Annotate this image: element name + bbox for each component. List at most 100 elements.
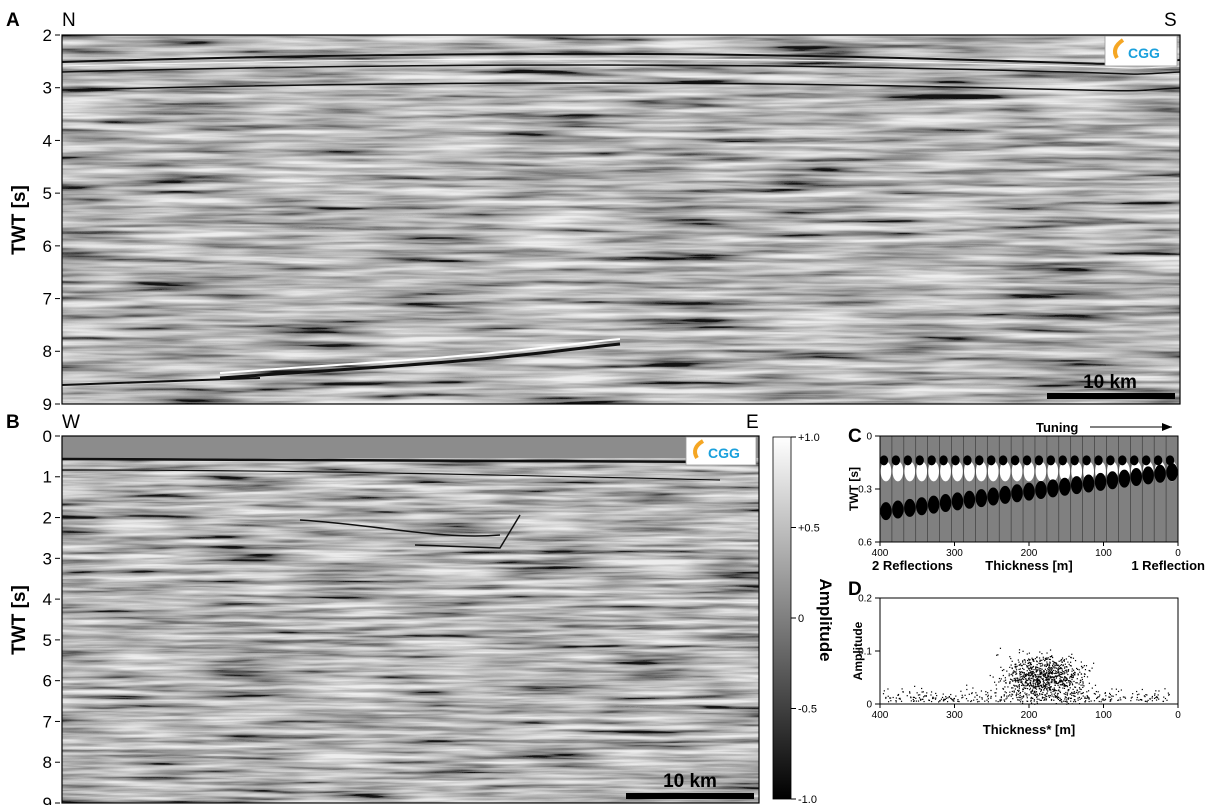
panel-d-point (1037, 683, 1039, 686)
panel-d-point (971, 692, 973, 694)
panel-d-point (1130, 697, 1132, 699)
panel-d-point (912, 698, 914, 701)
panel-d-point (1027, 674, 1029, 677)
panel-d-point (1136, 699, 1138, 701)
panel-d-point (1053, 687, 1055, 689)
panel-d-point (1018, 689, 1020, 691)
panel-d-point (1026, 685, 1028, 687)
panel-d-point (1050, 679, 1053, 681)
panel-d-point (1027, 662, 1030, 664)
panel-d-point (1068, 697, 1070, 699)
panel-d-point (976, 694, 978, 696)
panel-d-point (1019, 671, 1021, 673)
panel-d-point (1065, 701, 1068, 703)
panel-d-point (1028, 652, 1030, 654)
panel-d-point (1017, 680, 1019, 682)
panel-d-point (955, 695, 957, 697)
panel-d-point (1071, 694, 1073, 696)
panel-d-point (1022, 700, 1024, 703)
panel-d-point (1044, 668, 1047, 670)
panel-d-point (1026, 682, 1028, 684)
panel-d-frame (879, 597, 1179, 705)
panel-b: B W E TWT [s] 0 1 2 3 4 5 6 7 8 9 CGG 10 km (6, 412, 760, 805)
panel-d-point (1031, 689, 1034, 691)
panel-d-point (1074, 659, 1077, 662)
panel-d-point (1003, 695, 1005, 697)
panel-d-point (1042, 684, 1044, 686)
panel-d-point (1039, 685, 1041, 687)
panel-d-point (1043, 679, 1045, 682)
panel-d-point (1050, 656, 1052, 658)
panel-d-point (1081, 676, 1083, 679)
panel-d-point (1064, 700, 1066, 702)
panel-d-point (1036, 701, 1038, 703)
panel-d-point (1053, 699, 1055, 701)
panel-d-point (1104, 698, 1107, 700)
panel-d-point (1021, 702, 1024, 704)
panel-c-top-sidelobe (1142, 455, 1151, 466)
panel-c-ytick-tick-label: 0.6 (858, 538, 872, 549)
panel-d-point (887, 688, 889, 690)
panel-d-point (1053, 696, 1055, 698)
panel-d-point (1072, 675, 1074, 677)
panel-d-point (1166, 699, 1168, 701)
panel-d-point (1064, 684, 1066, 686)
panel-d-point (1022, 696, 1025, 698)
panel-b-ytick-tick-label: 8 (43, 753, 52, 772)
panel-d-point (1074, 699, 1076, 701)
panel-d-point (930, 691, 933, 693)
panel-d-point (1040, 685, 1042, 687)
panel-d-point (945, 696, 947, 698)
panel-d-point (1074, 686, 1076, 688)
panel-d-point (1029, 681, 1031, 684)
panel-d-point (1002, 687, 1004, 690)
panel-c-ytick-tick-label: 0.3 (858, 485, 872, 496)
panel-d-point (1032, 678, 1035, 680)
panel-d-point (1011, 660, 1013, 662)
panel-d-point (1024, 661, 1027, 663)
panel-d-point (997, 654, 999, 656)
panel-d-point (1068, 684, 1071, 686)
panel-d-point (1048, 683, 1050, 685)
panel-d-point (1036, 679, 1038, 681)
panel-d-point (1090, 700, 1092, 702)
panel-d-point (1031, 690, 1034, 692)
panel-d-point (1033, 668, 1035, 671)
panel-c-top-reflection (952, 461, 963, 482)
panel-d-point (1009, 666, 1011, 668)
panel-d-point (1051, 681, 1053, 684)
panel-c-xtick-tick-label: 200 (1021, 548, 1038, 559)
panel-d-xtick-tick-label: 0 (1175, 710, 1181, 721)
panel-d-point (961, 694, 963, 696)
panel-d-point (1064, 696, 1066, 698)
panel-d-point (1060, 659, 1062, 661)
panel-d-point (1071, 681, 1073, 683)
panel-d-point (1057, 664, 1059, 666)
panel-d-point (1061, 676, 1063, 678)
panel-d-point (1039, 670, 1041, 672)
panel-d-point (899, 697, 901, 699)
panel-d-point (915, 697, 917, 699)
panel-d-point (1088, 697, 1090, 699)
panel-d-point (973, 699, 975, 701)
panel-d-point (1088, 700, 1090, 703)
panel-d-point (1051, 673, 1053, 675)
panel-d-point (1104, 699, 1106, 701)
panel-c-xtick-tick-label: 300 (946, 548, 963, 559)
panel-c-top-sidelobe (879, 455, 889, 466)
panel-d-point (981, 698, 983, 700)
panel-d-point (1042, 691, 1044, 694)
panel-c-top-reflection (1047, 461, 1059, 482)
panel-c-base-reflection (927, 495, 940, 514)
panel-d-point (1060, 673, 1062, 675)
panel-d-point (1029, 662, 1031, 664)
panel-d-point (1043, 675, 1045, 677)
panel-d-point (1049, 686, 1052, 688)
panel-d-point (1036, 661, 1038, 663)
panel-d-point (1071, 678, 1073, 681)
panel-d-point (1074, 686, 1077, 688)
panel-d-point (1060, 676, 1062, 678)
panel-b-ytick-tick-label: 3 (43, 549, 52, 568)
panel-d-point (1067, 669, 1070, 671)
